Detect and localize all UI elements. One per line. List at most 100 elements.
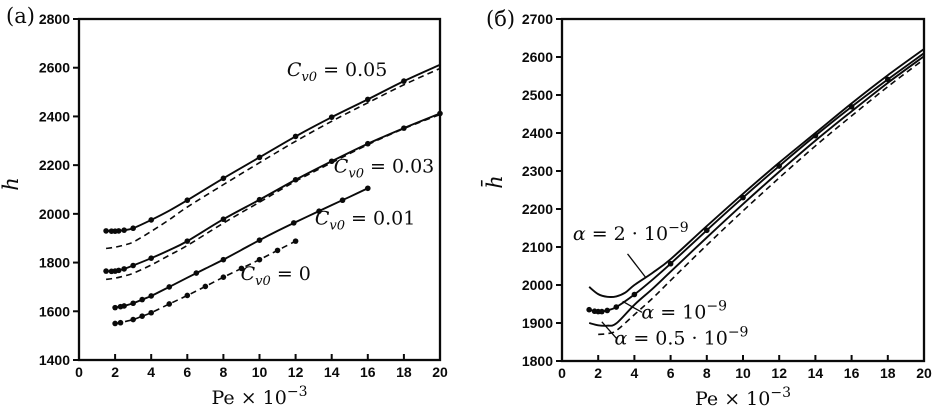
- data-point-marker: [139, 313, 145, 319]
- data-point-marker: [184, 292, 191, 299]
- y-tick-label: 2800: [39, 11, 70, 27]
- x-tick-label: 4: [631, 365, 639, 381]
- data-point-marker: [292, 238, 299, 244]
- curve-label: α = 0.5 · 10−9: [614, 325, 748, 350]
- x-tick-label: 8: [703, 365, 711, 381]
- panel-a-series-0-line: [106, 63, 441, 233]
- panel-b-y-axis-label: h̄: [482, 175, 507, 189]
- y-tick-label: 2000: [522, 277, 553, 293]
- x-tick-label: 2: [111, 364, 119, 380]
- curve-label: α = 2 · 10−9: [573, 220, 689, 245]
- data-point-marker: [139, 296, 145, 303]
- curve-label: Cv0 = 0.03: [334, 155, 434, 181]
- data-point-marker: [365, 140, 371, 147]
- data-point-marker: [202, 283, 209, 290]
- data-point-marker: [631, 291, 638, 298]
- data-point-marker: [148, 255, 154, 261]
- y-tick-label: 2600: [522, 49, 553, 65]
- data-point-marker: [292, 133, 299, 140]
- data-point-marker: [328, 114, 335, 120]
- panel-a-series-2-line: [106, 112, 441, 273]
- data-point-marker: [130, 262, 136, 269]
- panel-a-series-4-line: [114, 187, 369, 309]
- data-point-marker: [112, 304, 118, 311]
- leader-line: [601, 321, 617, 339]
- data-point-marker: [401, 125, 407, 131]
- data-point-marker: [220, 175, 227, 182]
- data-point-marker: [103, 228, 109, 234]
- x-tick-label: 6: [183, 364, 191, 380]
- panel-b-series-0-line: [588, 48, 925, 298]
- y-tick-label: 1900: [522, 315, 553, 331]
- data-point-marker: [184, 238, 191, 244]
- curve-label: α = 10−9: [641, 298, 727, 323]
- curve-label: Cv0 = 0.05: [287, 59, 387, 85]
- panel-a-y-axis-label: h̄: [0, 177, 23, 191]
- panel-a-tag: (a): [6, 4, 35, 28]
- data-point-marker: [148, 309, 154, 316]
- data-point-marker: [604, 307, 611, 314]
- data-point-marker: [184, 197, 191, 204]
- x-tick-label: 10: [252, 364, 268, 380]
- panel-b-series-3-line: [598, 58, 925, 336]
- data-point-marker: [121, 227, 127, 233]
- data-point-marker: [316, 208, 322, 214]
- panel-b: 0 2 4 6 8 10 12 14 16 18 20 1800 1900 2000 2100 2200 230…: [522, 11, 932, 410]
- y-tick-label: 1800: [39, 255, 70, 271]
- x-tick-label: 16: [360, 364, 376, 380]
- leader-line: [622, 300, 643, 313]
- panel-b-tag: (б): [486, 7, 516, 31]
- data-point-marker: [238, 265, 245, 272]
- data-point-marker: [220, 274, 227, 280]
- x-tick-label: 12: [288, 364, 304, 380]
- data-point-marker: [117, 319, 124, 326]
- x-axis-label: Pe × 10−3: [212, 384, 308, 409]
- x-tick-label: 16: [844, 365, 860, 381]
- data-point-marker: [103, 268, 109, 274]
- data-point-marker: [812, 132, 819, 139]
- y-tick-label: 2000: [39, 206, 70, 222]
- y-tick-label: 2200: [522, 201, 553, 217]
- data-point-marker: [776, 163, 782, 169]
- data-point-marker: [274, 247, 281, 254]
- data-point-marker: [667, 260, 674, 267]
- y-tick-label: 2700: [522, 11, 553, 27]
- y-tick-label: 2100: [522, 239, 553, 255]
- x-tick-label: 20: [432, 364, 448, 380]
- y-tick-label: 2500: [522, 87, 553, 103]
- data-point-marker: [613, 304, 620, 310]
- data-point-marker: [115, 228, 122, 234]
- data-point-marker: [586, 306, 592, 313]
- curve-label: Cv0 = 0: [241, 263, 311, 289]
- x-tick-label: 18: [396, 364, 412, 380]
- x-tick-label: 0: [558, 365, 566, 381]
- curve-label: Cv0 = 0.01: [315, 208, 415, 234]
- data-point-marker: [704, 227, 710, 234]
- y-tick-label: 1400: [39, 352, 70, 368]
- data-point-marker: [166, 301, 173, 307]
- y-tick-label: 2400: [522, 125, 553, 141]
- data-point-marker: [130, 300, 136, 307]
- x-tick-label: 12: [771, 365, 787, 381]
- data-point-marker: [365, 96, 371, 103]
- data-point-marker: [166, 284, 173, 290]
- x-tick-label: 4: [147, 364, 155, 380]
- x-tick-label: 10: [735, 365, 751, 381]
- x-tick-label: 18: [880, 365, 896, 381]
- panel-a: 0 2 4 6 8 10 12 14 16 18 20 1400 1600 1800 2000 2200 240…: [39, 11, 448, 409]
- x-axis-label: Pe × 10−3: [695, 385, 791, 410]
- data-point-marker: [848, 103, 855, 110]
- x-tick-label: 8: [220, 364, 228, 380]
- data-point-marker: [148, 293, 154, 299]
- data-point-marker: [193, 270, 200, 276]
- data-point-marker: [220, 256, 227, 263]
- x-tick-label: 6: [667, 365, 675, 381]
- y-tick-label: 1600: [39, 303, 70, 319]
- data-point-marker: [220, 216, 227, 223]
- data-point-marker: [290, 220, 297, 226]
- data-point-marker: [401, 78, 407, 84]
- x-tick-label: 0: [75, 364, 83, 380]
- data-point-marker: [256, 237, 263, 243]
